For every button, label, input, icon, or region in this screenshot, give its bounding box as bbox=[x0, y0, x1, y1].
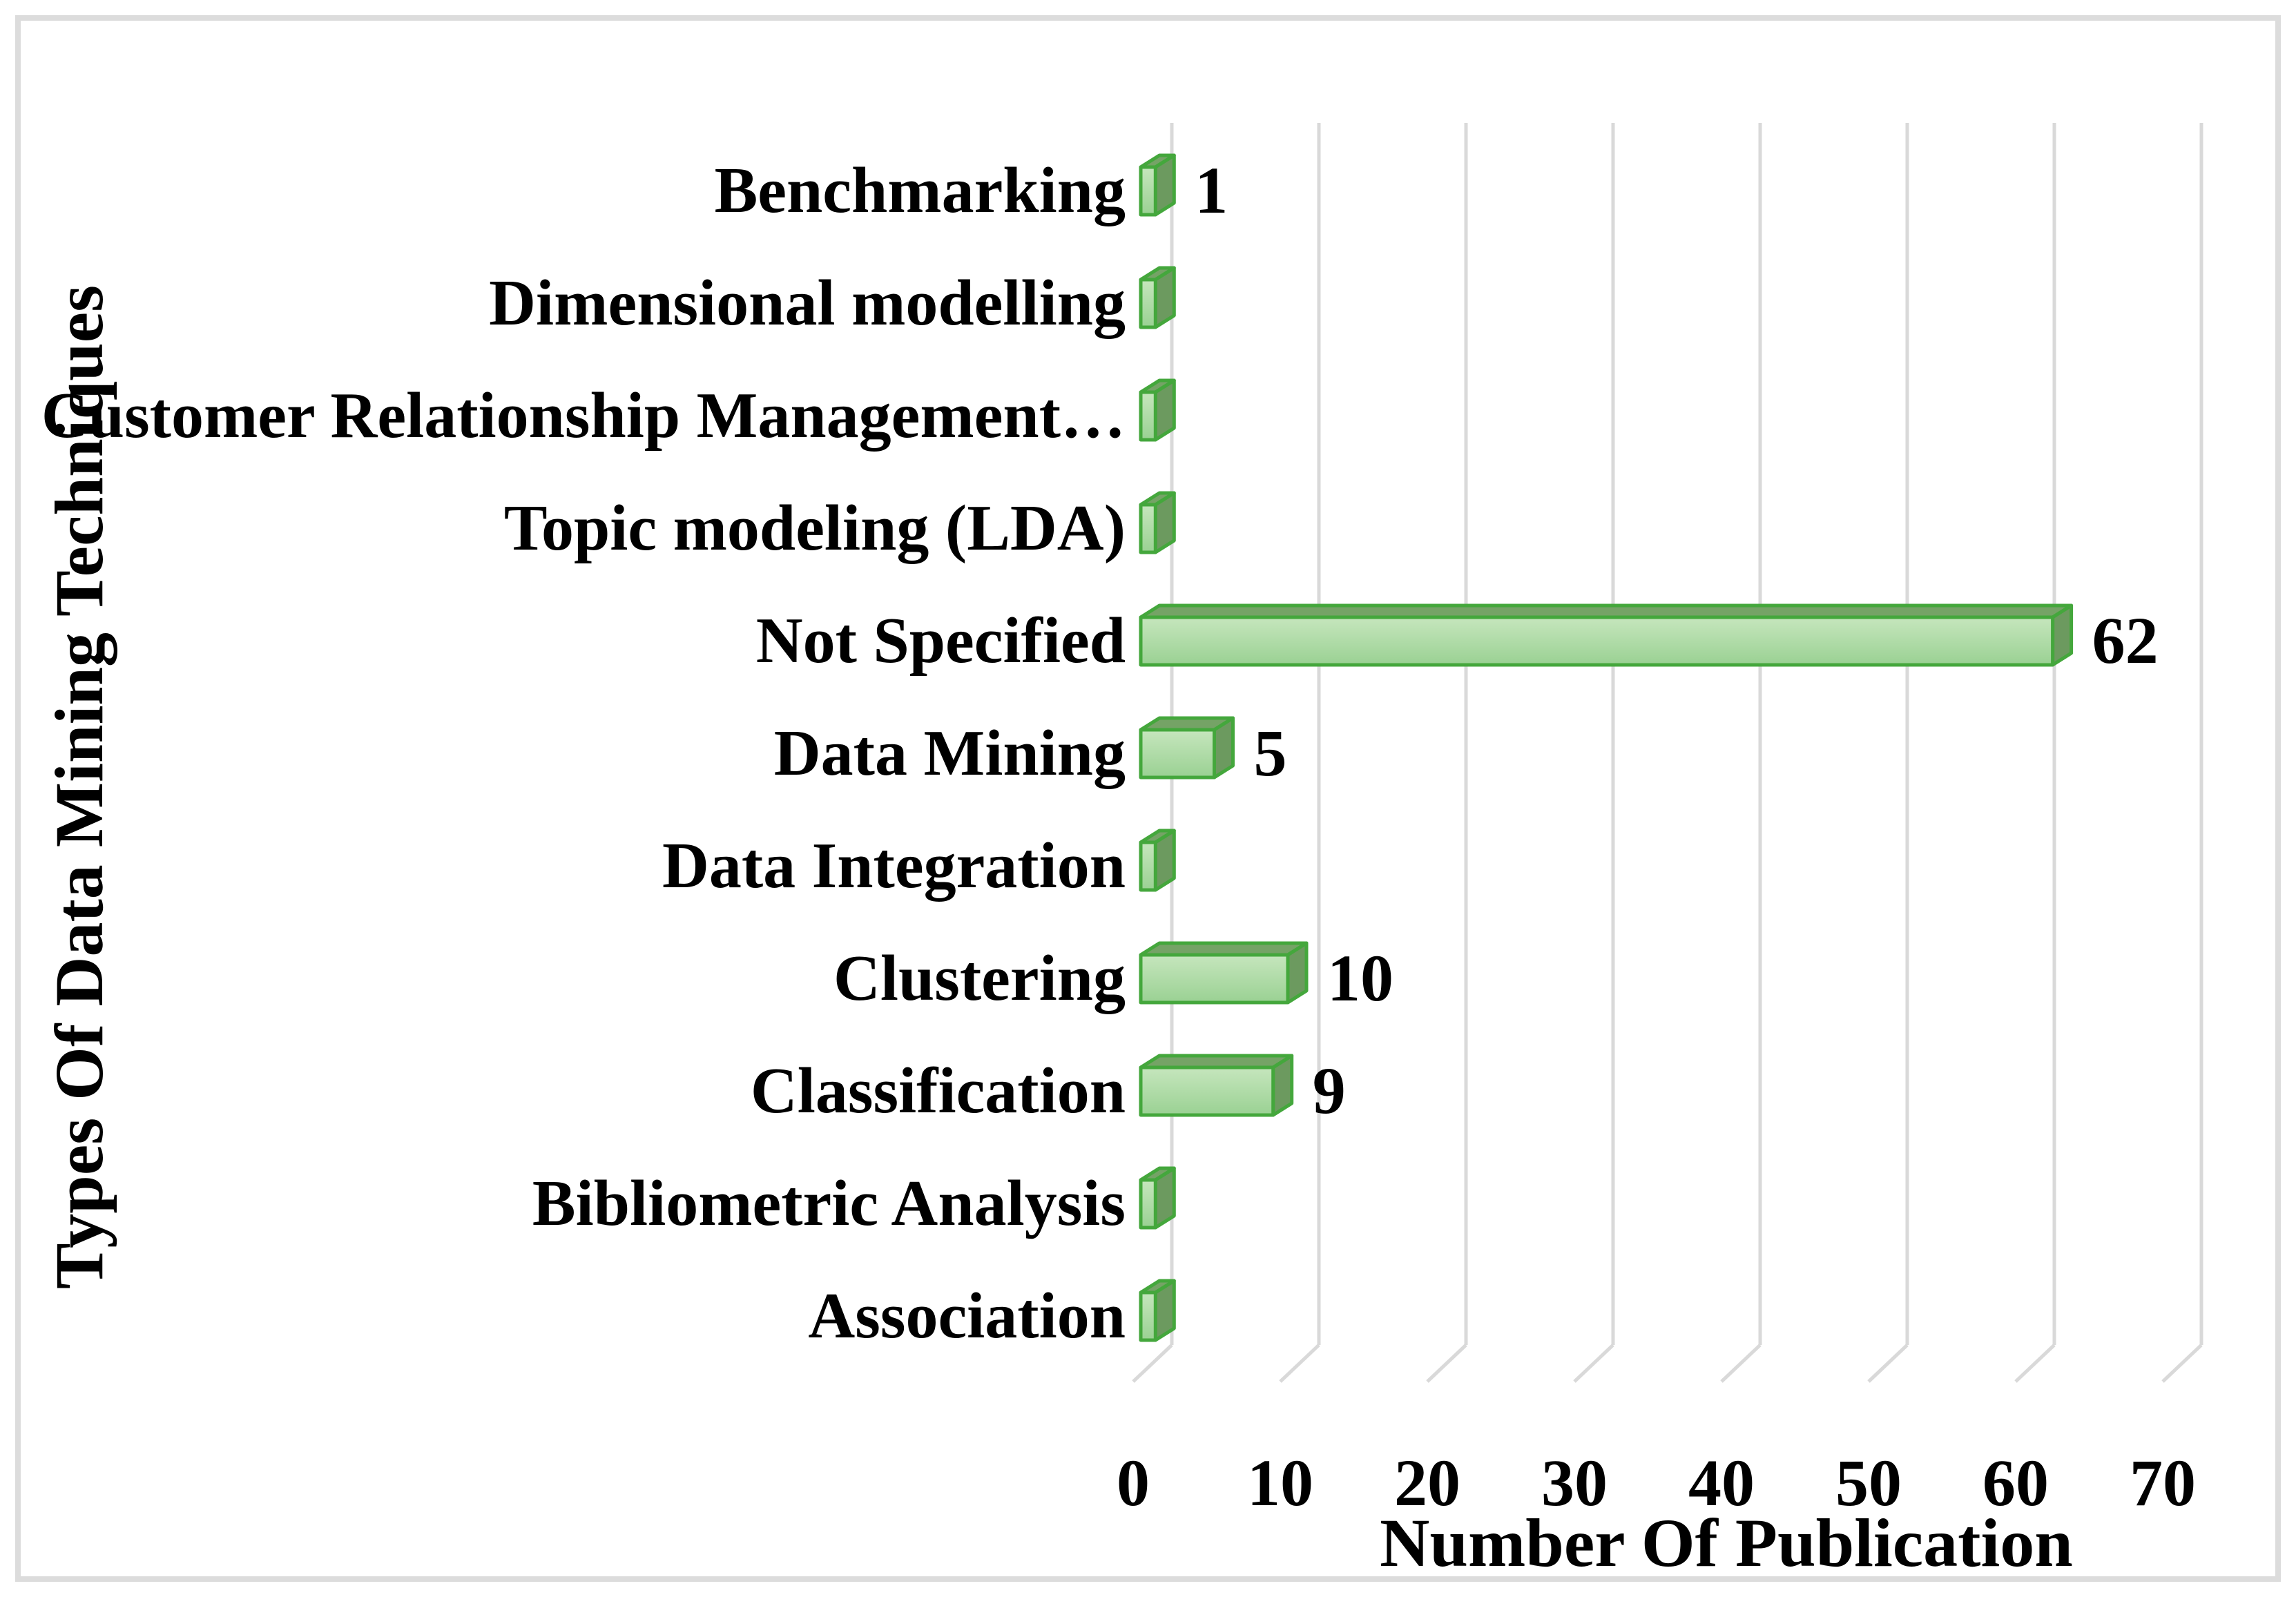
category-label: Classification bbox=[750, 1054, 1126, 1127]
bar-classification bbox=[1139, 1054, 1294, 1116]
gridline-floor-edge bbox=[1720, 1344, 1762, 1383]
category-label: Dimensional modelling bbox=[489, 267, 1126, 339]
bar-association bbox=[1139, 1279, 1176, 1342]
bar-value-label: 62 bbox=[2092, 603, 2159, 677]
gridline-floor-edge bbox=[1573, 1344, 1614, 1383]
gridline-floor-edge bbox=[2014, 1344, 2056, 1383]
category-label: Benchmarking bbox=[714, 154, 1126, 226]
bar-not-specified bbox=[1139, 603, 2074, 666]
category-label: Not Specified bbox=[755, 604, 1126, 677]
x-tick-label: 20 bbox=[1394, 1446, 1460, 1520]
x-tick-label: 40 bbox=[1688, 1446, 1755, 1520]
gridline-floor-edge bbox=[1426, 1344, 1467, 1383]
gridline-floor-edge bbox=[2161, 1344, 2203, 1383]
category-label: Bibliometric Analysis bbox=[532, 1167, 1126, 1239]
category-label: Customer Relationship Management… bbox=[41, 379, 1126, 452]
bar-value-label: 1 bbox=[1195, 153, 1228, 227]
bar-value-label: 10 bbox=[1327, 940, 1393, 1015]
x-axis-title: Number Of Publication bbox=[1380, 1504, 2073, 1581]
category-label: Topic modeling (LDA) bbox=[503, 492, 1126, 564]
bar-dimensional-modelling bbox=[1139, 266, 1176, 329]
bar-data-mining bbox=[1139, 716, 1235, 779]
bar-clustering bbox=[1139, 941, 1309, 1004]
x-tick-label: 70 bbox=[2130, 1446, 2196, 1520]
category-label: Data Integration bbox=[662, 829, 1126, 902]
category-label: Data Mining bbox=[773, 717, 1126, 789]
bar-topic-modeling-lda bbox=[1139, 491, 1176, 554]
y-axis-title: Types Of Data Mining Techniques bbox=[41, 284, 117, 1290]
x-tick-label: 60 bbox=[1983, 1446, 2049, 1520]
bar-benchmarking bbox=[1139, 153, 1176, 216]
gridline-floor-edge bbox=[1132, 1344, 1173, 1383]
bar-bibliometric-analysis bbox=[1139, 1166, 1176, 1229]
x-tick-label: 50 bbox=[1835, 1446, 1902, 1520]
x-tick-label: 10 bbox=[1247, 1446, 1313, 1520]
x-tick-label: 0 bbox=[1117, 1446, 1150, 1520]
bar-customer-relationship-management bbox=[1139, 378, 1176, 441]
bar-data-integration bbox=[1139, 829, 1176, 891]
bar-value-label: 9 bbox=[1312, 1053, 1346, 1127]
x-tick-label: 30 bbox=[1541, 1446, 1608, 1520]
gridline-floor-edge bbox=[1279, 1344, 1320, 1383]
category-label: Association bbox=[808, 1279, 1126, 1352]
category-label: Clustering bbox=[833, 942, 1126, 1014]
gridline-floor-edge bbox=[1867, 1344, 1909, 1383]
bar-value-label: 5 bbox=[1253, 715, 1287, 790]
